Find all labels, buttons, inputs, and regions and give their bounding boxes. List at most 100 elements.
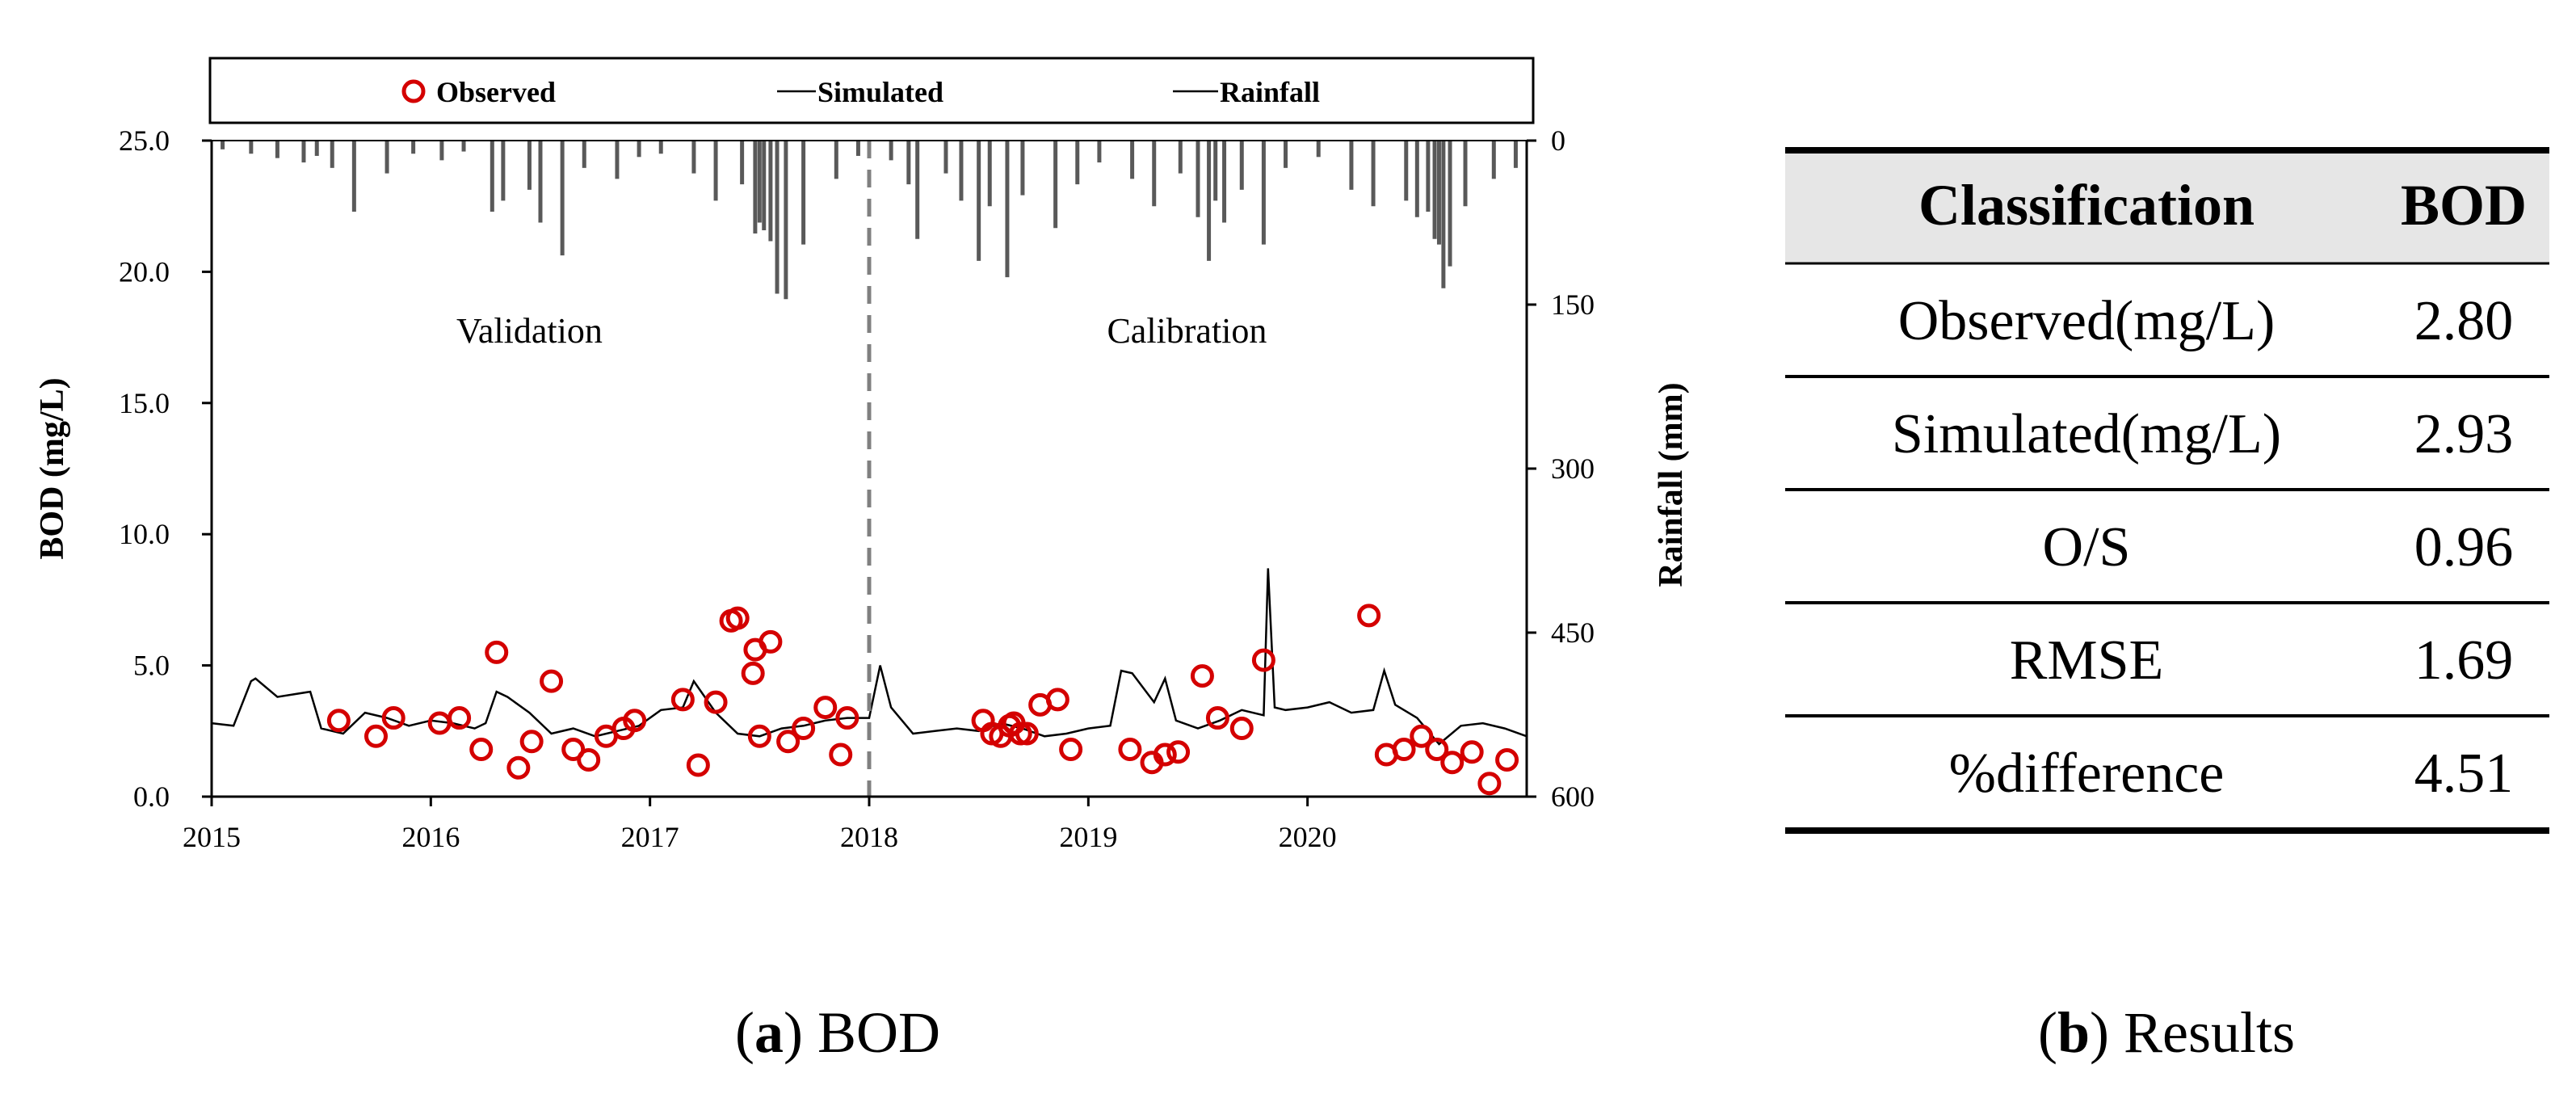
table-cell-label: Simulated(mg/L): [1892, 403, 2281, 465]
validation-annotation: Validation: [456, 311, 603, 351]
x-tick-label: 2018: [840, 821, 898, 853]
y-tick-label: 10.0: [119, 518, 170, 550]
observed-point: [519, 730, 544, 754]
table-cell-value: 4.51: [2414, 743, 2514, 805]
observed-point: [1495, 748, 1519, 772]
observed-point: [1357, 604, 1381, 628]
observed-point: [1059, 738, 1083, 762]
caption-b: (b) Results: [2038, 1000, 2295, 1065]
x-ticks: 2015 2016 2017 2018 2019 2020: [183, 797, 1337, 853]
observed-point: [1425, 738, 1449, 762]
table-cell-value: 1.69: [2414, 629, 2514, 692]
observed-point: [1118, 738, 1142, 762]
observed-point: [741, 661, 765, 685]
y-tick-label: 25.0: [119, 124, 170, 157]
observed-point: [686, 753, 710, 777]
observed-point: [835, 706, 859, 730]
table-cell-label: Observed(mg/L): [1898, 290, 2276, 352]
observed-point: [381, 706, 406, 730]
observed-point: [577, 748, 601, 772]
y-ticks: 0.0 5.0 10.0 15.0 20.0 25.0: [119, 124, 212, 813]
y2-tick-label: 300: [1551, 452, 1595, 485]
observed-point: [561, 738, 586, 762]
y2-ticks: 0 150 300 450 600: [1527, 124, 1595, 813]
caption-b-letter: b: [2057, 1000, 2090, 1065]
observed-point: [776, 730, 801, 754]
x-tick-label: 2019: [1059, 821, 1117, 853]
rainfall-bars: [221, 141, 1518, 300]
observed-point: [1477, 772, 1502, 796]
table-cell-label: %difference: [1949, 743, 2225, 805]
observed-point: [1440, 751, 1464, 775]
observed-point: [1008, 721, 1032, 746]
legend-simulated-label: Simulated: [817, 76, 943, 108]
results-table: Classification BOD Observed(mg/L) 2.80 S…: [1785, 147, 2549, 1065]
observed-point: [1153, 743, 1177, 767]
legend-rainfall-label: Rainfall: [1220, 76, 1320, 108]
y-tick-label: 20.0: [119, 255, 170, 288]
y-tick-label: 0.0: [133, 780, 170, 813]
x-tick-label: 2017: [621, 821, 679, 853]
observed-point: [1251, 648, 1275, 672]
observed-point: [326, 709, 351, 733]
table-cell-value: 0.96: [2414, 516, 2514, 578]
simulated-line: [211, 568, 1528, 746]
observed-point: [623, 709, 647, 733]
simulated-series: [211, 568, 1528, 746]
observed-point: [448, 706, 472, 730]
observed-point: [485, 640, 509, 664]
y2-tick-label: 600: [1551, 780, 1595, 813]
table-header-bod: BOD: [2401, 173, 2527, 238]
x-tick-label: 2015: [183, 821, 241, 853]
caption-b-text: Results: [2124, 1000, 2295, 1065]
observed-point: [747, 724, 771, 748]
observed-point: [1229, 717, 1254, 741]
observed-point: [1045, 688, 1069, 712]
caption-a-letter: a: [754, 1000, 784, 1065]
observed-point: [829, 743, 853, 767]
observed-point: [364, 724, 388, 748]
observed-point: [540, 669, 564, 693]
bod-chart: Observed Simulated Rainfall 2015 2016 2017…: [34, 57, 1690, 1065]
x-tick-label: 2020: [1279, 821, 1337, 853]
y2-tick-label: 0: [1551, 124, 1565, 157]
table-cell-label: O/S: [2043, 516, 2131, 578]
table-cell-label: RMSE: [2010, 629, 2164, 692]
table-cell-value: 2.80: [2414, 290, 2514, 352]
legend-observed-marker: [401, 79, 426, 103]
observed-point: [506, 755, 531, 780]
observed-point: [1190, 664, 1214, 688]
observed-point: [792, 717, 816, 741]
observed-point: [469, 738, 494, 762]
observed-point: [1015, 721, 1039, 746]
observed-points: [326, 604, 1519, 796]
observed-point: [704, 690, 728, 714]
observed-point: [1166, 740, 1191, 764]
observed-point: [670, 688, 695, 712]
legend-box: [208, 57, 1535, 124]
table-cell-value: 2.93: [2414, 403, 2514, 465]
x-tick-label: 2016: [401, 821, 460, 853]
y-tick-label: 5.0: [133, 650, 170, 682]
y-axis-title: BOD (mg/L): [34, 377, 71, 559]
calibration-annotation: Calibration: [1107, 311, 1267, 351]
observed-point: [1392, 738, 1416, 762]
observed-point: [1205, 706, 1229, 730]
legend-observed-label: Observed: [436, 76, 556, 108]
observed-point: [1460, 740, 1484, 764]
observed-point: [1410, 724, 1434, 748]
observed-point: [725, 606, 750, 630]
y2-axis-title: Rainfall (mm): [1653, 382, 1690, 587]
y2-tick-label: 150: [1551, 288, 1595, 321]
observed-point: [759, 629, 783, 654]
y2-tick-label: 450: [1551, 616, 1595, 649]
y-tick-label: 15.0: [119, 387, 170, 419]
observed-point: [813, 696, 838, 720]
table-header-background: [1785, 150, 2549, 263]
caption-a-text: BOD: [817, 1000, 940, 1065]
chart-legend: Observed Simulated Rainfall: [208, 57, 1535, 124]
table-header-classification: Classification: [1918, 173, 2255, 238]
caption-a: (a) BOD: [735, 1000, 940, 1065]
